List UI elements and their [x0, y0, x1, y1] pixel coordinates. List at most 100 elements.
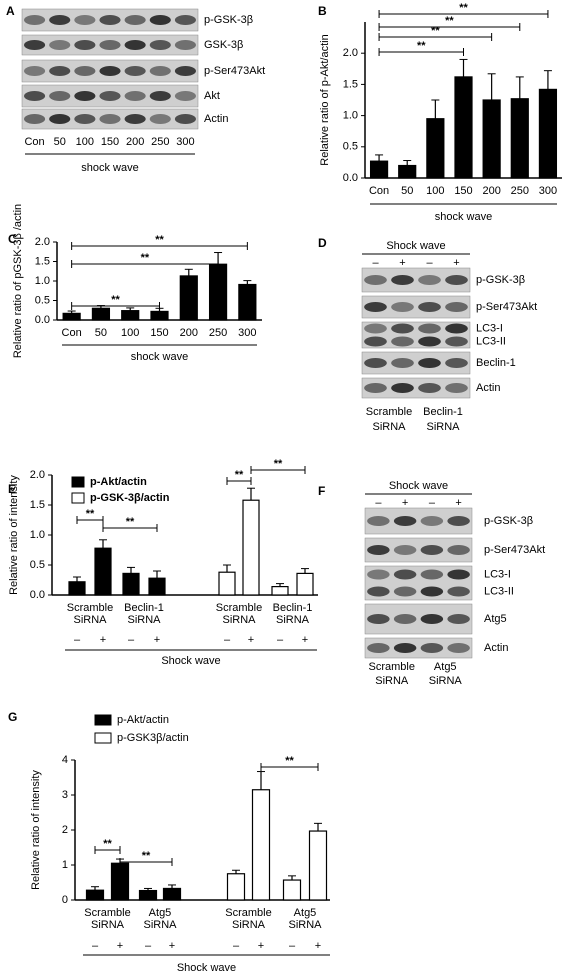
- blot-band: [364, 383, 387, 393]
- group-label: SiRNA: [73, 614, 107, 626]
- treatment-sign: –: [233, 940, 240, 952]
- blot-row-label: Beclin-1: [476, 357, 516, 369]
- group-label: Beclin-1: [273, 602, 313, 614]
- legend-swatch: [71, 492, 85, 504]
- blot-band: [447, 569, 470, 580]
- blot-band: [174, 66, 196, 76]
- treatment-sign: +: [169, 940, 175, 952]
- blot-band: [393, 586, 417, 597]
- bar: [308, 830, 328, 901]
- blot-row-label: Akt: [204, 90, 220, 102]
- blot-band: [418, 336, 441, 347]
- significance-label: **: [285, 755, 294, 767]
- blot-band: [393, 569, 417, 580]
- y-tick-label: 0.0: [35, 314, 50, 326]
- blot-band: [418, 358, 441, 368]
- legend-label: p-Akt/actin: [90, 476, 147, 488]
- blot-band: [420, 545, 444, 555]
- bar: [426, 118, 445, 179]
- bar: [85, 889, 105, 901]
- blot-band: [124, 40, 146, 50]
- y-axis-label: Relative ratio of intensity: [30, 770, 42, 890]
- bar: [91, 307, 111, 321]
- y-tick-label: 0.5: [35, 294, 50, 306]
- x-tick-label: 50: [95, 327, 107, 339]
- y-tick-label: 2.0: [35, 236, 50, 248]
- blot-band: [174, 15, 196, 25]
- bar: [482, 99, 501, 179]
- blot-title: Shock wave: [386, 240, 445, 252]
- blot-band: [367, 614, 390, 624]
- treatment-sign: –: [277, 634, 284, 646]
- blot-band: [420, 614, 444, 624]
- bar: [238, 283, 257, 321]
- blot-row-label: Actin: [484, 642, 508, 654]
- bar: [510, 98, 529, 179]
- treatment-sign: +: [453, 257, 459, 269]
- blot-row-label: p-Ser473Akt: [204, 65, 265, 77]
- blot-band: [364, 358, 387, 368]
- blot-band: [364, 336, 387, 347]
- bar: [121, 310, 140, 321]
- blot-band: [393, 614, 417, 624]
- bar: [179, 275, 198, 321]
- blot-band: [124, 15, 146, 25]
- blot-band: [99, 15, 121, 25]
- x-tick-label: 150: [150, 327, 168, 339]
- blot-band: [49, 66, 71, 76]
- blot-band: [364, 302, 387, 312]
- group-label: SiRNA: [375, 675, 409, 687]
- blot-band: [49, 15, 71, 25]
- group-label: SiRNA: [276, 614, 310, 626]
- significance-label: **: [235, 469, 244, 481]
- y-tick-label: 1.0: [35, 275, 50, 287]
- treatment-sign: –: [289, 940, 296, 952]
- blot-band: [418, 383, 441, 393]
- bar: [282, 879, 302, 901]
- y-axis-label: Relative ratio of pGSK-3β /actin: [12, 204, 24, 358]
- blot-band: [174, 91, 196, 101]
- x-tick-label: 300: [539, 185, 557, 197]
- panel-letter: E: [8, 482, 16, 496]
- panel-letter: F: [318, 484, 325, 498]
- lane-label: 100: [76, 136, 94, 148]
- legend-swatch: [94, 732, 112, 744]
- blot-band: [447, 545, 470, 555]
- treatment-sign: +: [399, 257, 405, 269]
- treatment-sign: +: [248, 634, 254, 646]
- bar: [122, 572, 140, 596]
- y-tick-label: 1: [62, 859, 68, 871]
- blot-row-label: Actin: [204, 113, 228, 125]
- blot-title: Shock wave: [389, 480, 448, 492]
- blot-row-label: p-GSK-3β: [484, 515, 533, 527]
- blot-row-label: LC3-I: [476, 322, 503, 334]
- x-tick-label: 250: [209, 327, 227, 339]
- group-label: SiRNA: [232, 919, 266, 931]
- group-label: SiRNA: [222, 614, 256, 626]
- blot-band: [445, 383, 468, 393]
- x-tick-label: 50: [401, 185, 413, 197]
- blot-band: [367, 586, 390, 597]
- treatment-sign: –: [375, 497, 382, 509]
- bar: [369, 160, 389, 179]
- significance-label: **: [445, 15, 454, 27]
- blot-band: [24, 66, 46, 76]
- blot-band: [74, 15, 96, 25]
- blot-strip: [361, 377, 471, 399]
- panel-letter: C: [8, 232, 17, 246]
- blot-band: [445, 358, 468, 368]
- y-axis-label: Relative ratio of p-Akt/actin: [319, 34, 331, 165]
- blot-strip: [364, 637, 473, 659]
- significance-label: **: [111, 294, 120, 306]
- treatment-sign: +: [100, 634, 106, 646]
- group-label: Atg5: [149, 907, 172, 919]
- bar: [271, 585, 289, 596]
- y-tick-label: 1.0: [343, 110, 358, 122]
- blot-band: [420, 643, 444, 653]
- blot-band: [149, 15, 171, 25]
- blot-band: [445, 323, 468, 334]
- bar: [68, 581, 86, 596]
- treatment-sign: +: [258, 940, 264, 952]
- bar: [162, 887, 182, 901]
